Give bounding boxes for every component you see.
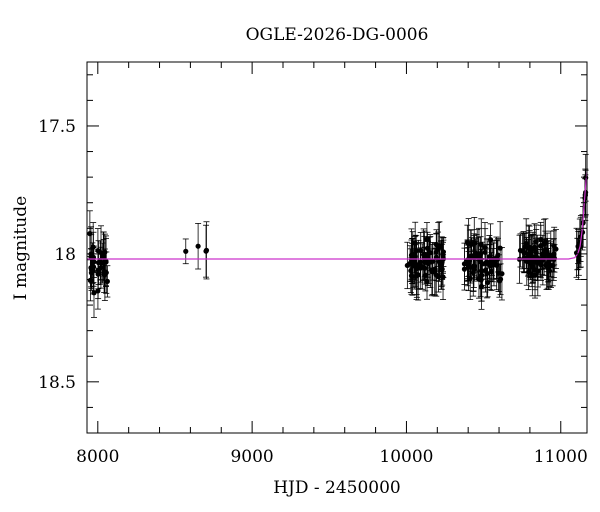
y-axis-label: I magnitude bbox=[11, 196, 31, 300]
data-points-layer bbox=[86, 153, 589, 318]
y-tick-label: 18 bbox=[54, 245, 76, 265]
x-axis-label: HJD - 2450000 bbox=[273, 478, 401, 498]
point-marker bbox=[203, 247, 210, 253]
point-marker bbox=[97, 265, 104, 271]
point-marker bbox=[545, 251, 551, 258]
point-marker bbox=[527, 258, 534, 265]
point-marker bbox=[195, 243, 201, 249]
data-point bbox=[182, 238, 189, 265]
x-tick-label: 8000 bbox=[76, 447, 119, 467]
point-marker bbox=[529, 271, 535, 277]
point-marker bbox=[490, 262, 496, 268]
point-marker bbox=[468, 241, 474, 248]
data-point bbox=[498, 247, 505, 301]
point-marker bbox=[90, 268, 96, 274]
data-point bbox=[86, 210, 93, 257]
data-point bbox=[432, 242, 439, 296]
data-point bbox=[519, 232, 526, 270]
point-marker bbox=[499, 271, 505, 277]
point-marker bbox=[519, 248, 526, 254]
x-tick-label: 11000 bbox=[534, 447, 588, 467]
data-point bbox=[421, 246, 428, 277]
data-point bbox=[478, 218, 485, 271]
data-point bbox=[435, 222, 442, 276]
point-marker bbox=[422, 259, 428, 265]
point-marker bbox=[482, 244, 488, 251]
data-point bbox=[489, 248, 496, 283]
point-marker bbox=[537, 260, 543, 266]
tick-labels: 8000 9000 10000 11000 17.5 18 18.5 bbox=[38, 117, 588, 467]
point-marker bbox=[478, 283, 485, 290]
plot-frame bbox=[86, 61, 588, 434]
data-point bbox=[534, 245, 541, 297]
point-marker bbox=[553, 246, 559, 252]
point-marker bbox=[496, 278, 503, 284]
data-point bbox=[101, 248, 108, 301]
data-point bbox=[408, 256, 415, 295]
point-marker bbox=[526, 250, 532, 257]
data-point bbox=[95, 249, 102, 300]
point-marker bbox=[535, 268, 541, 274]
point-marker bbox=[497, 245, 503, 251]
data-point bbox=[549, 245, 556, 287]
x-tick-label: 9000 bbox=[230, 447, 273, 467]
point-marker bbox=[87, 277, 93, 283]
point-marker bbox=[432, 266, 438, 272]
point-marker bbox=[495, 252, 501, 258]
point-marker bbox=[465, 264, 472, 270]
data-point bbox=[440, 241, 447, 273]
data-point bbox=[481, 222, 488, 273]
data-point bbox=[490, 242, 497, 280]
point-marker bbox=[421, 252, 427, 258]
chart-title: OGLE-2026-DG-0006 bbox=[246, 25, 429, 45]
data-point bbox=[545, 240, 552, 269]
point-marker bbox=[90, 264, 97, 270]
point-marker bbox=[183, 248, 189, 254]
point-marker bbox=[414, 272, 420, 278]
point-marker bbox=[408, 273, 415, 279]
data-point bbox=[461, 242, 468, 285]
y-tick-label: 18.5 bbox=[38, 373, 76, 393]
data-point bbox=[525, 231, 532, 276]
model-curve bbox=[87, 171, 588, 260]
data-point bbox=[465, 243, 472, 292]
data-point bbox=[97, 251, 104, 285]
data-point bbox=[552, 229, 559, 269]
data-point bbox=[576, 218, 583, 268]
x-tick-label: 10000 bbox=[379, 447, 433, 467]
point-marker bbox=[440, 254, 446, 260]
point-marker bbox=[87, 230, 93, 237]
point-marker bbox=[478, 242, 484, 248]
data-point bbox=[195, 223, 202, 270]
point-marker bbox=[487, 237, 494, 243]
model-curve-layer bbox=[87, 171, 588, 260]
point-marker bbox=[471, 266, 477, 272]
data-point bbox=[477, 236, 484, 272]
point-marker bbox=[440, 274, 446, 280]
point-marker bbox=[461, 261, 468, 267]
point-marker bbox=[435, 246, 441, 252]
axes-frame bbox=[86, 61, 588, 434]
point-marker bbox=[95, 271, 101, 277]
data-point bbox=[470, 250, 477, 288]
data-point bbox=[203, 221, 210, 280]
point-marker bbox=[102, 272, 108, 278]
y-tick-label: 17.5 bbox=[38, 117, 76, 137]
point-marker bbox=[427, 250, 433, 256]
point-marker bbox=[103, 259, 109, 265]
data-point bbox=[496, 264, 503, 298]
point-marker bbox=[550, 263, 556, 269]
point-marker bbox=[424, 236, 430, 242]
point-marker bbox=[477, 251, 484, 257]
data-point bbox=[90, 247, 97, 295]
